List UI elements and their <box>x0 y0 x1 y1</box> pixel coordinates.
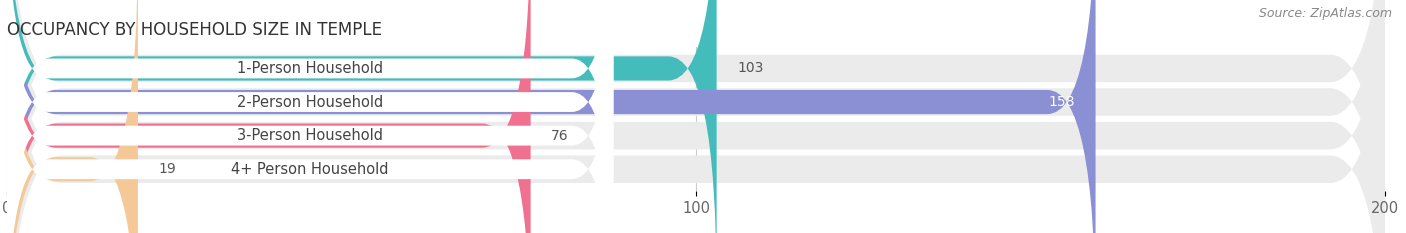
FancyBboxPatch shape <box>7 0 613 233</box>
FancyBboxPatch shape <box>7 0 1095 233</box>
FancyBboxPatch shape <box>7 0 1385 233</box>
Text: 103: 103 <box>737 62 763 75</box>
Text: 3-Person Household: 3-Person Household <box>238 128 384 143</box>
Text: 1-Person Household: 1-Person Household <box>238 61 384 76</box>
FancyBboxPatch shape <box>7 0 613 233</box>
Text: 158: 158 <box>1049 95 1076 109</box>
Text: 19: 19 <box>159 162 176 176</box>
FancyBboxPatch shape <box>7 0 138 233</box>
FancyBboxPatch shape <box>7 0 1385 233</box>
Text: Source: ZipAtlas.com: Source: ZipAtlas.com <box>1258 7 1392 20</box>
FancyBboxPatch shape <box>7 0 530 233</box>
FancyBboxPatch shape <box>7 0 1385 233</box>
FancyBboxPatch shape <box>7 0 613 233</box>
Text: 2-Person Household: 2-Person Household <box>238 95 384 110</box>
FancyBboxPatch shape <box>7 0 1385 233</box>
Text: 4+ Person Household: 4+ Person Household <box>232 162 389 177</box>
Text: 76: 76 <box>551 129 569 143</box>
Text: OCCUPANCY BY HOUSEHOLD SIZE IN TEMPLE: OCCUPANCY BY HOUSEHOLD SIZE IN TEMPLE <box>7 21 382 39</box>
FancyBboxPatch shape <box>7 0 717 233</box>
FancyBboxPatch shape <box>7 0 613 233</box>
